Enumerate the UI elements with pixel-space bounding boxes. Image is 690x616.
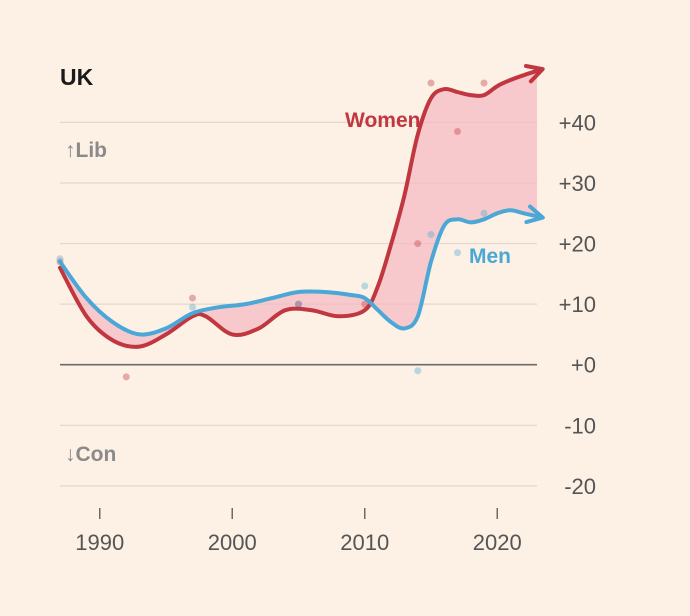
point-men-2010: [361, 282, 369, 290]
y-axis: +40 +30 +20 +10 +0 -10 -20: [559, 110, 596, 498]
point-men-1997: [189, 303, 196, 311]
y-tick-label-plus20: +20: [559, 232, 596, 257]
y-tick-label-minus10: -10: [564, 413, 596, 438]
point-men-2015: [427, 230, 435, 238]
y-tick-label-plus40: +40: [559, 110, 596, 135]
x-tick-label-2000: 2000: [208, 530, 257, 555]
point-women-1992: [122, 373, 130, 381]
y-tick-label-plus30: +30: [559, 171, 596, 196]
point-women-2019: [480, 79, 488, 87]
point-women-2014: [414, 240, 422, 248]
point-women-1997: [189, 294, 196, 302]
series-label-men: Men: [469, 245, 511, 268]
point-women-2005: [295, 300, 302, 308]
y-tick-label-plus0: +0: [571, 353, 596, 378]
arrowhead-women: [524, 64, 545, 84]
gridlines: [60, 121, 537, 487]
point-men-2019: [480, 209, 488, 217]
data-points: [56, 79, 488, 381]
series-lines: [58, 64, 545, 349]
y-tick-label-plus10: +10: [559, 292, 596, 317]
point-women-2015: [427, 79, 435, 87]
chart-title: UK: [60, 64, 94, 90]
x-tick-label-2020: 2020: [473, 530, 522, 555]
y-tick-label-minus20: -20: [564, 474, 596, 499]
point-men-1987: [56, 255, 64, 263]
arrowhead-men: [524, 204, 545, 225]
point-men-2005: [295, 300, 302, 308]
point-men-2017: [454, 249, 461, 257]
x-tick-label-2010: 2010: [340, 530, 389, 555]
point-women-2017: [454, 127, 461, 135]
series-label-women: Women: [345, 109, 420, 132]
series-line-men: [58, 208, 539, 337]
series-line-women: [58, 68, 539, 349]
x-tick-label-1990: 1990: [75, 530, 124, 555]
con-direction-label: ↓Con: [65, 443, 116, 466]
point-men-2014: [414, 367, 422, 375]
x-axis: 1990 2000 2010 2020: [75, 508, 522, 555]
lib-direction-label: ↑Lib: [65, 139, 107, 162]
